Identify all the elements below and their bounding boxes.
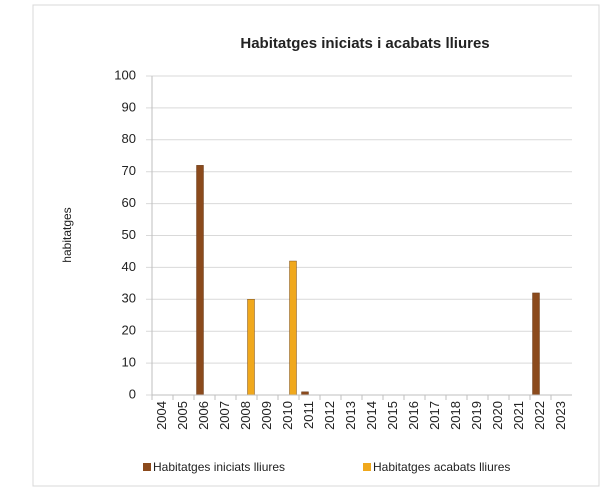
y-tick-label: 100 (114, 67, 136, 82)
y-tick-label: 10 (122, 355, 136, 370)
x-tick-label: 2016 (406, 401, 421, 430)
y-tick-label: 50 (122, 227, 136, 242)
bar (532, 292, 540, 396)
x-tick-label: 2013 (343, 401, 358, 430)
y-tick-label: 70 (122, 163, 136, 178)
x-tick-label: 2011 (301, 401, 316, 429)
x-tick-label: 2018 (448, 401, 463, 430)
y-tick-label: 60 (122, 195, 136, 210)
x-tick-label: 2012 (322, 401, 337, 430)
y-tick-label: 90 (122, 99, 136, 114)
x-tick-label: 2022 (532, 401, 547, 430)
legend-label: Habitatges iniciats lliures (153, 460, 285, 474)
x-tick-label: 2005 (175, 401, 190, 430)
x-tick-label: 2021 (511, 401, 526, 430)
x-tick-label: 2007 (217, 401, 232, 430)
x-tick-label: 2004 (154, 401, 169, 430)
x-tick-label: 2017 (427, 401, 442, 430)
y-tick-label: 30 (122, 291, 136, 306)
x-tick-label: 2014 (364, 401, 379, 430)
y-tick-label: 80 (122, 131, 136, 146)
y-tick-label: 20 (122, 323, 136, 338)
x-tick-label: 2009 (259, 401, 274, 430)
x-tick-label: 2023 (553, 401, 568, 430)
y-tick-label: 40 (122, 259, 136, 274)
x-tick-label: 2019 (469, 401, 484, 430)
y-tick-label: 0 (129, 386, 136, 401)
bar (289, 260, 297, 396)
chart-title: Habitatges iniciats i acabats lliures (240, 35, 489, 52)
y-axis-label: habitatges (60, 207, 74, 262)
x-tick-label: 2015 (385, 401, 400, 430)
x-tick-label: 2008 (238, 401, 253, 430)
x-tick-label: 2010 (280, 401, 295, 430)
bar (196, 165, 204, 396)
bar (247, 299, 255, 396)
legend-marker (143, 463, 151, 471)
legend-marker (363, 463, 371, 471)
chart-frame (32, 4, 600, 487)
legend-label: Habitatges acabats lliures (373, 460, 510, 474)
x-tick-label: 2006 (196, 401, 211, 430)
x-tick-label: 2020 (490, 401, 505, 430)
